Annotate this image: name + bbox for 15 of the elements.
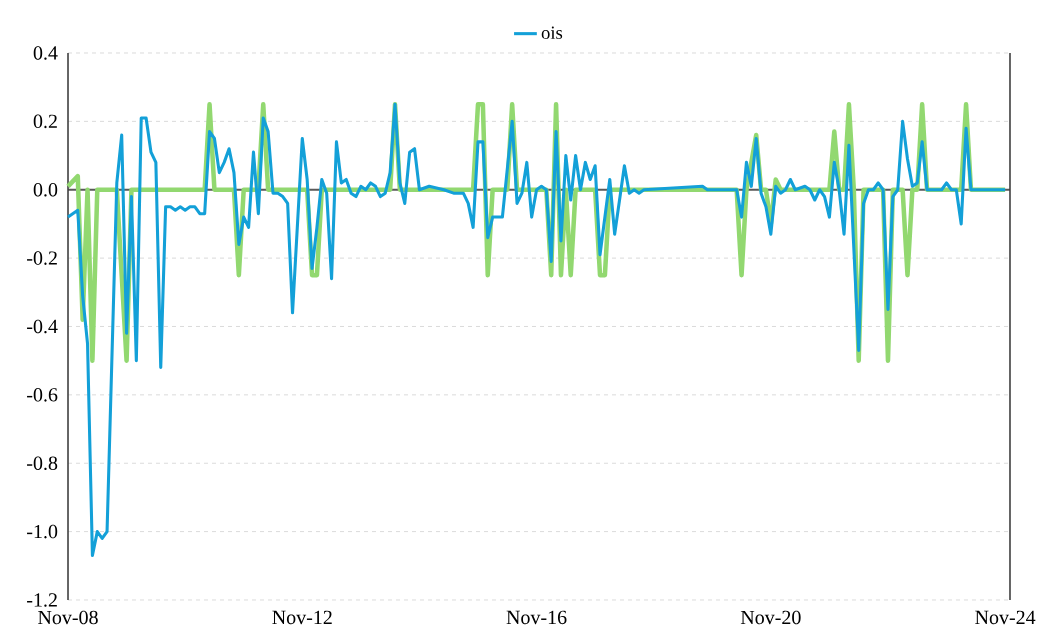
y-tick-label: 0.4 <box>33 46 58 60</box>
y-tick-label: -1.0 <box>27 524 58 539</box>
x-tick-label: Nov-08 <box>38 610 98 625</box>
legend-label: ois <box>541 26 563 40</box>
y-tick-label: -0.6 <box>27 388 58 402</box>
y-tick-label: -0.8 <box>27 456 58 471</box>
x-tick-label: Nov-20 <box>740 610 801 625</box>
y-tick-label: 0.0 <box>33 182 58 197</box>
y-tick-label: 0.2 <box>33 114 57 129</box>
y-tick-label: -1.2 <box>27 593 57 607</box>
y-tick-label: -0.2 <box>27 251 57 265</box>
x-tick-label: Nov-24 <box>975 610 1036 625</box>
x-tick-label: Nov-12 <box>272 610 332 625</box>
x-tick-label: Nov-16 <box>506 610 567 625</box>
y-tick-label: -0.4 <box>27 319 58 334</box>
